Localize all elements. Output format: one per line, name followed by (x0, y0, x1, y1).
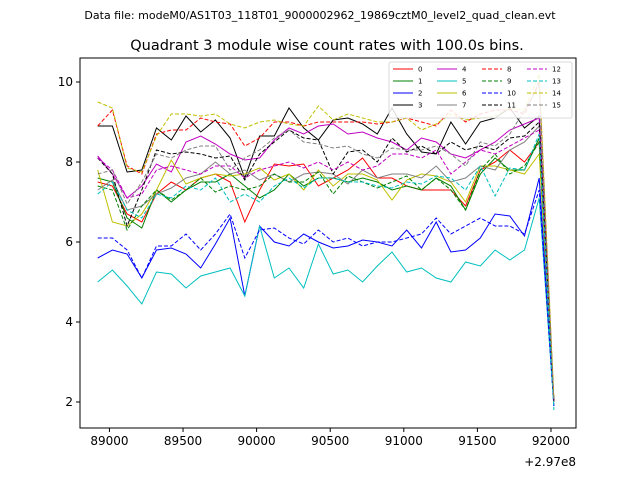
legend-label-9: 9 (507, 78, 511, 86)
series-line-15 (97, 84, 555, 403)
series-line-9 (97, 140, 555, 403)
legend-label-8: 8 (507, 66, 511, 74)
series-line-13 (97, 133, 555, 411)
x-axis: 89000 89500 90000 90500 91000 91500 92000 (90, 428, 570, 448)
x-tick-label: 90500 (311, 434, 349, 448)
series-line-10 (97, 189, 555, 407)
legend-label-4: 4 (462, 66, 467, 74)
y-tick-label: 6 (65, 235, 73, 249)
legend-label-15: 15 (552, 102, 561, 110)
x-axis-offset-label: +2.97e8 (524, 455, 576, 469)
legend-label-13: 13 (552, 78, 561, 86)
x-tick-label: 89000 (90, 434, 128, 448)
x-tick-label: 91500 (458, 434, 496, 448)
series-line-2 (97, 177, 555, 403)
chart-title: Quadrant 3 module wise count rates with … (130, 38, 524, 54)
series-line-12 (97, 129, 555, 403)
figure-suptitle: Data file: modeM0/AS1T03_118T01_90000029… (84, 9, 556, 22)
series-line-5 (97, 197, 555, 407)
legend-label-11: 11 (507, 102, 516, 110)
legend-label-7: 7 (462, 102, 466, 110)
y-tick-label: 8 (65, 155, 73, 169)
x-tick-label: 91000 (385, 434, 423, 448)
series-line-3 (97, 106, 555, 403)
legend-label-12: 12 (552, 66, 561, 74)
y-tick-label: 4 (65, 315, 73, 329)
y-tick-label: 2 (65, 395, 73, 409)
legend-label-3: 3 (418, 102, 422, 110)
legend-label-1: 1 (418, 78, 422, 86)
legend-label-6: 6 (462, 90, 467, 98)
x-tick-label: 92000 (532, 434, 570, 448)
legend-label-0: 0 (418, 66, 422, 74)
series-layer (97, 73, 555, 411)
y-axis: 2 4 6 8 10 (58, 75, 80, 409)
series-line-7 (97, 124, 555, 403)
series-line-8 (97, 81, 555, 403)
x-tick-label: 90000 (238, 434, 276, 448)
series-line-11 (97, 120, 555, 403)
legend-label-2: 2 (418, 90, 422, 98)
legend-label-5: 5 (462, 78, 466, 86)
legend-label-10: 10 (507, 90, 516, 98)
x-tick-label: 89500 (164, 434, 202, 448)
y-tick-label: 10 (58, 75, 73, 89)
legend-frame (388, 61, 573, 119)
legend-label-14: 14 (552, 90, 561, 98)
plot-frame (79, 57, 577, 429)
